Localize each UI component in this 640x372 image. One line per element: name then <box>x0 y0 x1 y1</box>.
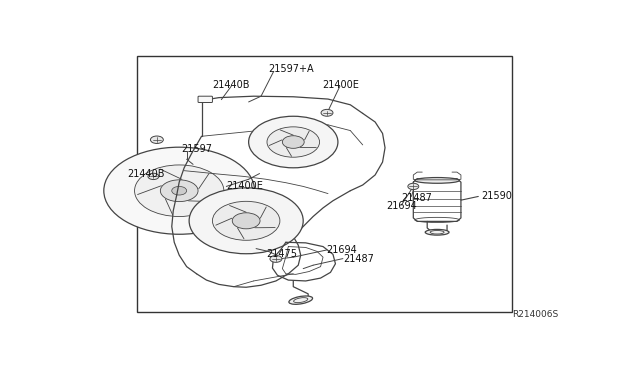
Text: 21400E: 21400E <box>322 80 359 90</box>
FancyBboxPatch shape <box>198 96 212 103</box>
Circle shape <box>148 173 159 180</box>
Text: 21694: 21694 <box>387 202 417 211</box>
Circle shape <box>150 136 163 144</box>
Text: R214006S: R214006S <box>513 310 559 319</box>
Circle shape <box>321 109 333 116</box>
Circle shape <box>408 183 419 190</box>
Circle shape <box>270 256 282 262</box>
Text: 21440B: 21440B <box>212 80 250 90</box>
Circle shape <box>172 186 187 195</box>
Text: 21597+A: 21597+A <box>268 64 314 74</box>
Text: 21487: 21487 <box>343 254 374 264</box>
Circle shape <box>134 165 224 217</box>
Circle shape <box>104 147 255 234</box>
Text: 21487: 21487 <box>401 193 432 203</box>
Text: 21597: 21597 <box>182 144 212 154</box>
Ellipse shape <box>289 296 312 304</box>
Circle shape <box>282 136 304 148</box>
Circle shape <box>189 188 303 254</box>
Circle shape <box>267 127 319 157</box>
Circle shape <box>161 180 198 202</box>
Text: 21440B: 21440B <box>127 169 164 179</box>
Ellipse shape <box>425 230 449 235</box>
Circle shape <box>212 201 280 240</box>
Text: 21475: 21475 <box>266 249 297 259</box>
Ellipse shape <box>415 177 460 183</box>
Text: 21400E: 21400E <box>227 182 263 192</box>
Circle shape <box>248 116 338 168</box>
Circle shape <box>232 213 260 229</box>
Bar <box>137 56 511 312</box>
Text: 21694: 21694 <box>326 245 357 255</box>
Text: 21590: 21590 <box>481 192 511 202</box>
